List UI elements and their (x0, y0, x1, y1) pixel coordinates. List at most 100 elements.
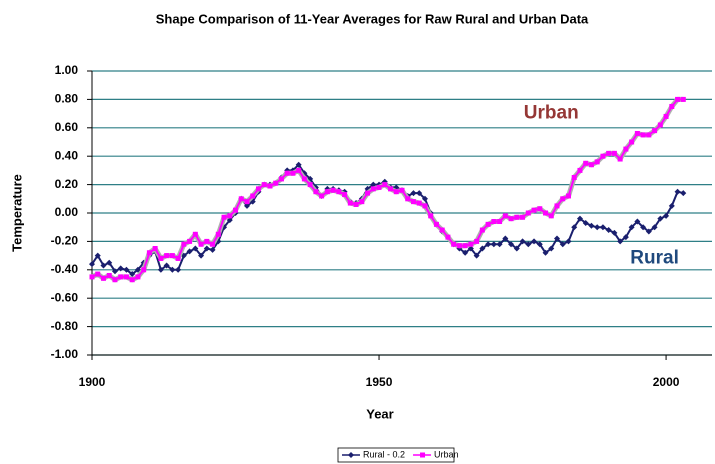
y-tick-label: 0.20 (55, 177, 79, 191)
marker (583, 160, 589, 166)
marker (175, 255, 181, 261)
marker (123, 266, 130, 273)
marker (290, 170, 296, 176)
marker (554, 235, 560, 242)
marker (100, 275, 106, 281)
marker (502, 213, 508, 219)
marker (123, 274, 129, 280)
marker (301, 176, 307, 182)
marker (428, 213, 434, 219)
marker (273, 180, 279, 186)
y-tick-label: 0.80 (55, 92, 79, 106)
marker (376, 184, 382, 190)
marker (669, 104, 675, 109)
marker (324, 189, 330, 195)
marker (95, 271, 101, 277)
marker (89, 261, 95, 268)
marker (640, 224, 647, 231)
marker (680, 96, 686, 102)
marker (233, 207, 239, 213)
marker (365, 190, 371, 196)
marker (284, 170, 290, 176)
marker (657, 122, 663, 128)
annotation: Rural (630, 247, 679, 268)
marker (508, 241, 515, 248)
marker (675, 96, 681, 102)
marker (520, 214, 526, 220)
marker (89, 274, 95, 280)
marker (525, 241, 532, 248)
legend-marker (420, 452, 426, 458)
marker (577, 167, 583, 173)
marker (135, 274, 141, 280)
marker (244, 199, 250, 205)
marker (559, 241, 566, 248)
marker (169, 266, 176, 273)
marker (623, 146, 629, 152)
marker (634, 130, 640, 136)
y-tick-label: 0.40 (55, 148, 79, 162)
marker (186, 248, 193, 255)
marker (261, 182, 267, 188)
marker (513, 245, 520, 252)
marker (496, 241, 503, 248)
marker (187, 238, 193, 244)
marker (594, 224, 601, 231)
marker (531, 207, 537, 213)
marker (617, 238, 624, 245)
marker (209, 246, 216, 253)
marker (388, 186, 394, 192)
marker (629, 139, 635, 145)
marker (674, 188, 681, 195)
marker (560, 196, 566, 202)
marker (238, 196, 244, 202)
marker (514, 214, 520, 220)
marker (663, 113, 669, 119)
marker (645, 228, 652, 235)
x-tick-label: 2000 (653, 375, 680, 389)
marker (416, 190, 423, 197)
marker (491, 219, 497, 225)
marker (129, 271, 136, 278)
marker (106, 272, 112, 278)
marker (198, 252, 205, 259)
marker (405, 196, 411, 202)
marker (611, 150, 617, 156)
x-tick-label: 1900 (79, 375, 106, 389)
marker (640, 132, 646, 138)
marker (342, 192, 348, 198)
marker (204, 238, 210, 244)
marker (416, 200, 422, 206)
marker (519, 238, 526, 245)
marker (330, 187, 336, 193)
marker (382, 182, 388, 188)
y-tick-label: -0.60 (51, 290, 79, 304)
marker (255, 186, 261, 192)
legend-label: Urban (434, 449, 459, 459)
marker (106, 259, 113, 266)
marker (594, 159, 600, 165)
marker (663, 212, 670, 219)
marker (531, 238, 538, 245)
y-tick-label: 1.00 (55, 63, 79, 77)
y-tick-label: -0.80 (51, 319, 79, 333)
marker (152, 246, 158, 251)
marker (680, 190, 687, 197)
marker (157, 266, 164, 273)
y-axis-label: Temperature (9, 174, 24, 252)
marker (668, 202, 675, 209)
x-tick-label: 1950 (366, 375, 393, 389)
marker (479, 245, 486, 252)
marker (576, 215, 583, 222)
marker (295, 161, 302, 168)
marker (462, 243, 468, 249)
marker (490, 241, 497, 248)
marker (146, 250, 152, 256)
marker (203, 245, 210, 252)
marker (536, 241, 543, 248)
marker (485, 221, 491, 227)
marker (652, 128, 658, 134)
legend-box (337, 447, 455, 463)
marker (100, 262, 107, 269)
marker (605, 227, 612, 234)
